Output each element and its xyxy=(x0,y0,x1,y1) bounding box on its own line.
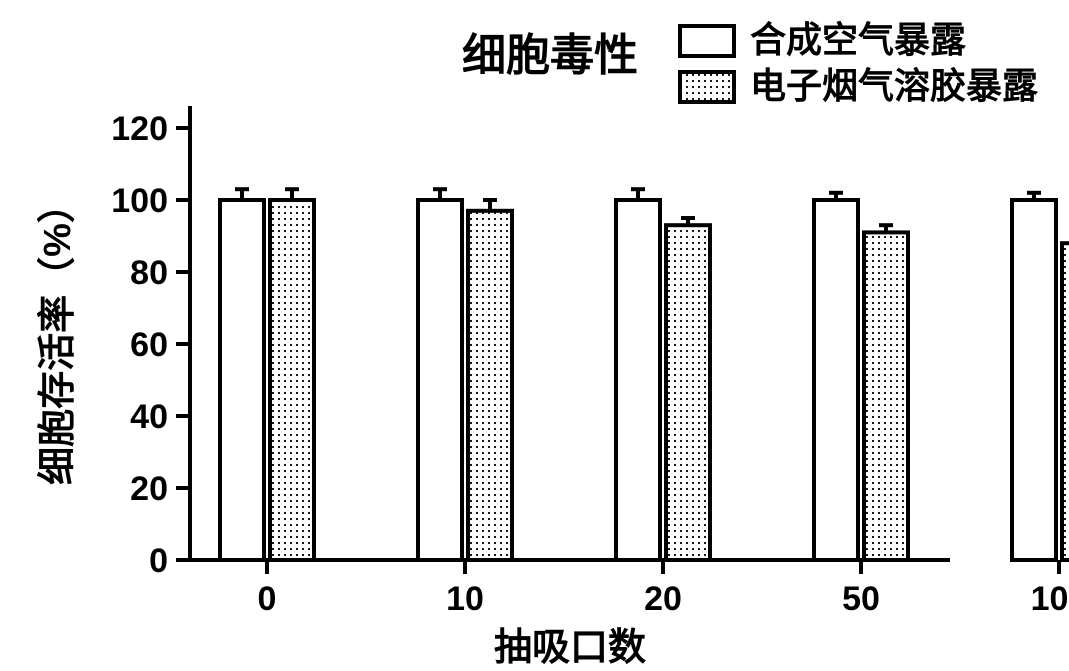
bar xyxy=(1062,243,1069,560)
x-tick-label: 10 xyxy=(446,580,484,618)
x-tick-label: 0 xyxy=(258,580,277,618)
y-tick-label: 0 xyxy=(149,542,168,580)
legend-swatch xyxy=(680,72,734,102)
bar xyxy=(666,225,710,560)
x-tick-label: 20 xyxy=(644,580,682,618)
legend-swatch xyxy=(680,26,734,56)
y-tick-label: 120 xyxy=(111,110,168,148)
y-tick-label: 40 xyxy=(130,398,168,436)
bar xyxy=(616,200,660,560)
bar xyxy=(220,200,264,560)
y-tick-label: 100 xyxy=(111,182,168,220)
legend-label: 合成空气暴露 xyxy=(750,19,967,60)
chart-title: 细胞毒性 xyxy=(462,31,638,80)
y-tick-label: 80 xyxy=(130,254,168,292)
y-axis-label: 细胞存活率（%） xyxy=(37,185,79,485)
y-tick-label: 20 xyxy=(130,470,168,508)
cytotoxicity-bar-chart: 细胞毒性0204060801001200102050100200抽吸口数细胞存活… xyxy=(0,0,1069,671)
x-axis-label: 抽吸口数 xyxy=(494,627,646,669)
bar xyxy=(468,211,512,560)
chart-container: 细胞毒性0204060801001200102050100200抽吸口数细胞存活… xyxy=(0,0,1069,671)
bar xyxy=(1012,200,1056,560)
y-tick-label: 60 xyxy=(130,326,168,364)
legend-label: 电子烟气溶胶暴露 xyxy=(750,65,1039,106)
bar xyxy=(418,200,462,560)
x-tick-label: 50 xyxy=(842,580,880,618)
bar xyxy=(270,200,314,560)
bar xyxy=(864,232,908,560)
x-tick-label: 100 xyxy=(1031,580,1069,618)
bar xyxy=(814,200,858,560)
